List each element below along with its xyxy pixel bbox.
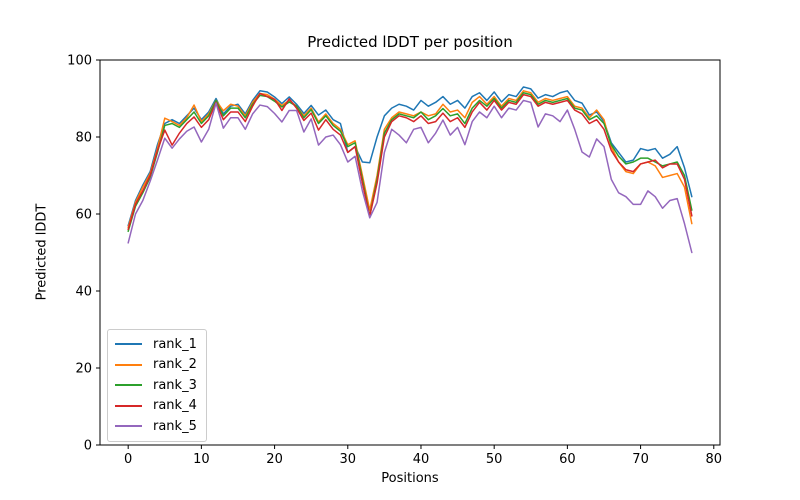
y-tick-label: 0 bbox=[84, 439, 92, 454]
legend-label: rank_1 bbox=[153, 336, 197, 352]
x-tick-label: 10 bbox=[193, 452, 210, 467]
legend-item: rank_3 bbox=[115, 375, 197, 396]
y-axis-label: Predicted lDDT bbox=[34, 203, 50, 301]
legend-item: rank_5 bbox=[115, 416, 197, 437]
series-line-rank_4 bbox=[127, 92, 693, 231]
legend-label: rank_3 bbox=[153, 377, 197, 393]
y-tick-label: 100 bbox=[67, 54, 92, 69]
legend-line-sample-rank-1 bbox=[115, 343, 142, 346]
y-tick-label: 60 bbox=[75, 208, 92, 223]
legend: rank_1 rank_2 rank_3 rank_4 rank_5 bbox=[107, 329, 207, 442]
x-tick-label: 20 bbox=[266, 452, 283, 467]
y-tick-label: 20 bbox=[75, 362, 92, 377]
legend-item: rank_4 bbox=[115, 396, 197, 417]
legend-line-sample-rank-2 bbox=[115, 363, 142, 366]
series-line-rank_5 bbox=[127, 99, 693, 254]
x-tick-label: 60 bbox=[559, 452, 576, 467]
x-axis-label: Positions bbox=[381, 471, 439, 486]
axis-ticks: 0 10 20 30 40 50 60 70 80 0 20 40 60 80 100 bbox=[67, 54, 722, 468]
legend-item: rank_1 bbox=[115, 334, 197, 355]
y-tick-label: 40 bbox=[75, 285, 92, 300]
x-tick-label: 70 bbox=[632, 452, 649, 467]
legend-line-sample-rank-4 bbox=[115, 404, 142, 407]
x-tick-label: 30 bbox=[340, 452, 357, 467]
series-line-rank_2 bbox=[127, 90, 693, 229]
x-tick-label: 40 bbox=[413, 452, 430, 467]
legend-label: rank_4 bbox=[153, 398, 197, 414]
legend-item: rank_2 bbox=[115, 355, 197, 376]
chart-title: Predicted lDDT per position bbox=[307, 33, 513, 51]
legend-line-sample-rank-3 bbox=[115, 384, 142, 387]
axes-spines bbox=[99, 59, 721, 446]
legend-label: rank_2 bbox=[153, 357, 197, 373]
x-tick-label: 0 bbox=[124, 452, 132, 467]
series-line-rank_3 bbox=[127, 91, 693, 233]
y-tick-label: 80 bbox=[75, 131, 92, 146]
x-tick-label: 80 bbox=[706, 452, 723, 467]
x-tick-label: 50 bbox=[486, 452, 503, 467]
legend-label: rank_5 bbox=[153, 418, 197, 434]
legend-line-sample-rank-5 bbox=[115, 425, 142, 428]
series-lines bbox=[127, 86, 693, 254]
series-line-rank_1 bbox=[127, 86, 693, 227]
